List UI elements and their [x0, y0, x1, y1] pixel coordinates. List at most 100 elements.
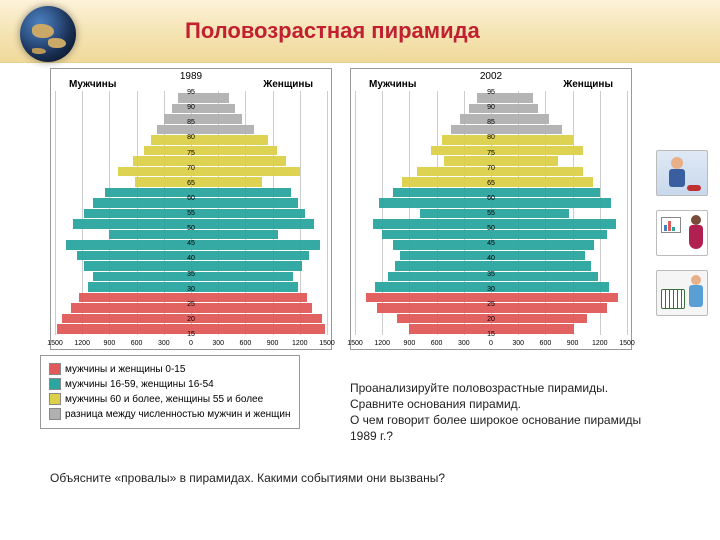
- bar-men: [388, 272, 491, 282]
- x-tick: 600: [122, 340, 152, 347]
- y-tick: 80: [184, 134, 198, 141]
- y-tick: 95: [484, 89, 498, 96]
- bar-men: [431, 146, 491, 156]
- bar-women: [491, 156, 558, 166]
- bar-men: [105, 188, 191, 198]
- bar-women: [491, 135, 573, 145]
- bar-women: [191, 261, 302, 271]
- bar-men: [109, 230, 191, 240]
- x-tick: 300: [449, 340, 479, 347]
- bar-men: [400, 251, 491, 261]
- x-tick: 600: [530, 340, 560, 347]
- x-tick: 600: [230, 340, 260, 347]
- crib-person-icon: [656, 270, 708, 316]
- bar-men: [135, 177, 191, 187]
- legend-swatch: [49, 393, 61, 405]
- y-tick: 80: [484, 134, 498, 141]
- bar-women: [491, 125, 562, 135]
- y-tick: 40: [184, 255, 198, 262]
- x-tick: 300: [149, 340, 179, 347]
- bar-men: [379, 198, 491, 208]
- x-tick: 300: [503, 340, 533, 347]
- bar-men: [71, 303, 191, 313]
- y-tick: 20: [484, 316, 498, 323]
- woman-chart-icon: [656, 210, 708, 256]
- y-tick: 90: [484, 104, 498, 111]
- bar-women: [191, 125, 254, 135]
- y-tick: 65: [484, 180, 498, 187]
- bar-women: [491, 272, 598, 282]
- y-tick: 40: [484, 255, 498, 262]
- bar-women: [491, 282, 609, 292]
- bar-men: [417, 167, 491, 177]
- analysis-text-2: Объясните «провалы» в пирамидах. Какими …: [50, 470, 650, 486]
- y-tick: 75: [184, 150, 198, 157]
- y-tick: 50: [484, 225, 498, 232]
- y-tick: 15: [184, 331, 198, 338]
- legend-label: разница между численностью мужчин и женщ…: [65, 409, 291, 420]
- bar-men: [366, 293, 491, 303]
- bar-men: [84, 261, 191, 271]
- bar-women: [191, 198, 298, 208]
- bar-women: [191, 324, 325, 334]
- bar-men: [397, 314, 491, 324]
- bar-men: [382, 230, 491, 240]
- bar-women: [191, 251, 309, 261]
- bar-men: [393, 240, 491, 250]
- y-tick: 60: [484, 195, 498, 202]
- bar-women: [191, 219, 314, 229]
- x-tick: 900: [394, 340, 424, 347]
- x-tick: 1500: [40, 340, 70, 347]
- bar-men: [79, 293, 191, 303]
- bar-women: [491, 209, 569, 219]
- bar-women: [191, 146, 277, 156]
- bar-women: [491, 314, 587, 324]
- y-tick: 75: [484, 150, 498, 157]
- bar-women: [491, 240, 594, 250]
- bar-men: [84, 209, 191, 219]
- label-men: Мужчины: [69, 79, 116, 90]
- population-pyramid-2002: 2002МужчиныЖенщины1500120090060030003006…: [350, 68, 632, 350]
- population-pyramid-1989: 1989МужчиныЖенщины1500120090060030003006…: [50, 68, 332, 350]
- bar-men: [62, 314, 191, 324]
- bar-men: [373, 219, 491, 229]
- bar-women: [191, 177, 262, 187]
- x-tick: 900: [94, 340, 124, 347]
- bar-men: [375, 282, 491, 292]
- y-tick: 60: [184, 195, 198, 202]
- x-tick: 1200: [285, 340, 315, 347]
- x-tick: 900: [558, 340, 588, 347]
- bar-women: [491, 293, 618, 303]
- legend-item: мужчины 60 и более, женщины 55 и более: [49, 392, 291, 407]
- bar-men: [402, 177, 491, 187]
- bar-men: [133, 156, 191, 166]
- y-tick: 25: [184, 301, 198, 308]
- y-tick: 85: [184, 119, 198, 126]
- bar-women: [491, 261, 591, 271]
- label-men: Мужчины: [369, 79, 416, 90]
- bar-women: [191, 167, 300, 177]
- bar-men: [73, 219, 191, 229]
- bar-men: [377, 303, 491, 313]
- bar-men: [88, 282, 191, 292]
- x-tick: 1200: [67, 340, 97, 347]
- legend-label: мужчины 16-59, женщины 16-54: [65, 379, 214, 390]
- x-tick: 1200: [585, 340, 615, 347]
- y-tick: 35: [484, 271, 498, 278]
- y-tick: 90: [184, 104, 198, 111]
- bar-women: [491, 198, 611, 208]
- bar-men: [395, 261, 491, 271]
- bar-men: [409, 324, 491, 334]
- legend-swatch: [49, 378, 61, 390]
- x-tick: 1500: [340, 340, 370, 347]
- bar-women: [191, 293, 307, 303]
- legend-label: мужчины и женщины 0-15: [65, 364, 185, 375]
- y-tick: 95: [184, 89, 198, 96]
- bar-men: [77, 251, 191, 261]
- bar-men: [57, 324, 191, 334]
- bar-women: [191, 188, 291, 198]
- x-tick: 600: [422, 340, 452, 347]
- bar-women: [191, 240, 320, 250]
- bar-women: [191, 272, 293, 282]
- legend-swatch: [49, 363, 61, 375]
